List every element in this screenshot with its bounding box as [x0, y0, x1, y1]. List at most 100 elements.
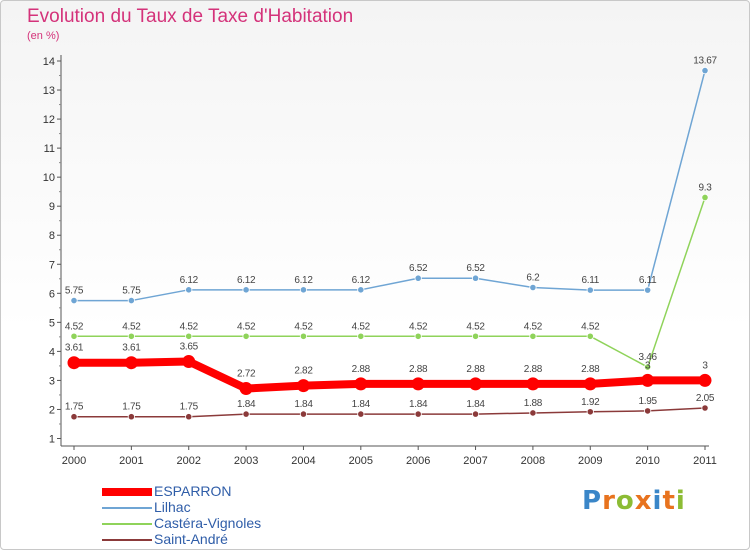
data-labels: 5.75 5.75 6.12 6.12 6.12 6.12 6.52 6.52 6.2 6.11 6… — [65, 56, 718, 413]
data-label: 1.75 — [180, 402, 199, 413]
data-label: 4.52 — [581, 321, 600, 332]
data-label: 1.92 — [581, 397, 600, 408]
data-point[interactable] — [701, 193, 709, 202]
data-point[interactable] — [471, 274, 480, 282]
legend-item-castera-vignoles[interactable]: Castéra-Vignoles — [102, 515, 402, 532]
y-tick-label: 2 — [49, 404, 55, 416]
data-point[interactable] — [701, 66, 709, 75]
y-tick-label: 9 — [49, 201, 55, 213]
legend-item-lilhac[interactable]: Lilhac — [102, 499, 402, 516]
y-tick-label: 3 — [49, 375, 55, 387]
data-point[interactable] — [586, 286, 594, 294]
legend-label: ESPARRON — [154, 483, 232, 499]
y-tick-label: 7 — [49, 259, 55, 271]
data-label: 6.52 — [466, 263, 485, 274]
data-point[interactable] — [296, 379, 310, 393]
legend-item-esparron[interactable]: ESPARRON — [102, 483, 402, 500]
data-point[interactable] — [127, 296, 135, 305]
data-label: 6.12 — [352, 275, 371, 286]
data-label: 2.88 — [352, 364, 371, 375]
data-point[interactable] — [185, 286, 193, 294]
data-point[interactable] — [471, 410, 480, 418]
legend-label: Saint-André — [154, 531, 228, 547]
data-point[interactable] — [414, 410, 422, 418]
data-label: 4.52 — [409, 321, 428, 332]
y-tick-label: 5 — [49, 317, 55, 329]
data-point[interactable] — [357, 286, 365, 294]
data-label: 2.82 — [294, 366, 313, 377]
legend: ESPARRON Lilhac Castéra-Vignoles Saint-A… — [102, 483, 402, 548]
data-label: 4.52 — [180, 321, 199, 332]
data-point[interactable] — [185, 332, 193, 340]
x-tick-label: 2010 — [635, 455, 659, 467]
data-label: 2.88 — [466, 364, 485, 375]
y-tick-label: 11 — [44, 143, 55, 155]
legend-swatch — [102, 488, 152, 496]
y-tick-label: 8 — [49, 230, 55, 242]
data-point[interactable] — [124, 356, 138, 370]
data-point[interactable] — [644, 363, 652, 371]
data-point[interactable] — [299, 286, 308, 294]
series-line-esparron — [74, 357, 705, 393]
x-tick-label: 2000 — [62, 455, 86, 467]
data-point[interactable] — [644, 407, 652, 415]
data-point[interactable] — [299, 410, 308, 418]
data-point[interactable] — [641, 373, 655, 387]
data-label: 1.84 — [237, 399, 256, 410]
data-label: 1.75 — [122, 402, 141, 413]
data-point[interactable] — [185, 413, 193, 421]
data-point[interactable] — [698, 373, 712, 387]
data-point[interactable] — [526, 377, 540, 391]
data-point[interactable] — [586, 408, 594, 416]
data-point[interactable] — [70, 296, 78, 305]
legend-item-saint-andre[interactable]: Saint-André — [102, 531, 402, 548]
data-point[interactable] — [586, 332, 594, 340]
data-point[interactable] — [354, 377, 368, 391]
data-point[interactable] — [70, 332, 78, 340]
chart-subtitle: (en %) — [27, 30, 60, 42]
series-line-cast-ra-vignoles — [74, 197, 706, 368]
data-point[interactable] — [357, 332, 365, 340]
data-label: 1.84 — [409, 399, 428, 410]
data-point[interactable] — [127, 413, 135, 421]
data-point[interactable] — [357, 410, 365, 418]
x-tick-label: 2003 — [234, 455, 258, 467]
data-point[interactable] — [182, 355, 196, 369]
data-point[interactable] — [529, 283, 537, 292]
x-tick-label: 2009 — [578, 455, 602, 467]
data-point[interactable] — [127, 332, 135, 340]
data-label: 5.75 — [65, 286, 84, 297]
data-point[interactable] — [299, 332, 308, 340]
data-label: 1.95 — [639, 396, 658, 407]
data-point[interactable] — [471, 332, 480, 340]
y-tick-label: 4 — [49, 346, 55, 358]
data-point[interactable] — [67, 356, 81, 370]
data-label: 4.52 — [65, 321, 84, 332]
data-point[interactable] — [469, 377, 483, 391]
data-point[interactable] — [701, 404, 709, 412]
data-point[interactable] — [411, 377, 425, 391]
data-point[interactable] — [242, 410, 250, 418]
data-label: 6.12 — [180, 275, 199, 286]
data-point[interactable] — [529, 409, 537, 417]
data-point[interactable] — [583, 377, 597, 391]
data-label: 3 — [702, 360, 708, 371]
data-label: 6.52 — [409, 263, 428, 274]
y-tick-label: 10 — [43, 172, 55, 184]
data-point[interactable] — [242, 332, 250, 340]
y-tick-label: 13 — [43, 85, 55, 97]
data-label: 1.84 — [352, 399, 371, 410]
data-point[interactable] — [239, 382, 253, 396]
data-point[interactable] — [70, 413, 78, 421]
data-point[interactable] — [414, 274, 422, 282]
legend-swatch — [102, 539, 152, 541]
data-label: 3.61 — [122, 343, 141, 354]
data-point[interactable] — [242, 286, 250, 294]
legend-label: Lilhac — [154, 499, 191, 515]
y-tick-label: 6 — [49, 288, 55, 300]
data-point[interactable] — [414, 332, 422, 340]
data-point[interactable] — [644, 286, 652, 294]
data-point[interactable] — [529, 332, 537, 340]
data-label: 6.2 — [526, 273, 540, 284]
